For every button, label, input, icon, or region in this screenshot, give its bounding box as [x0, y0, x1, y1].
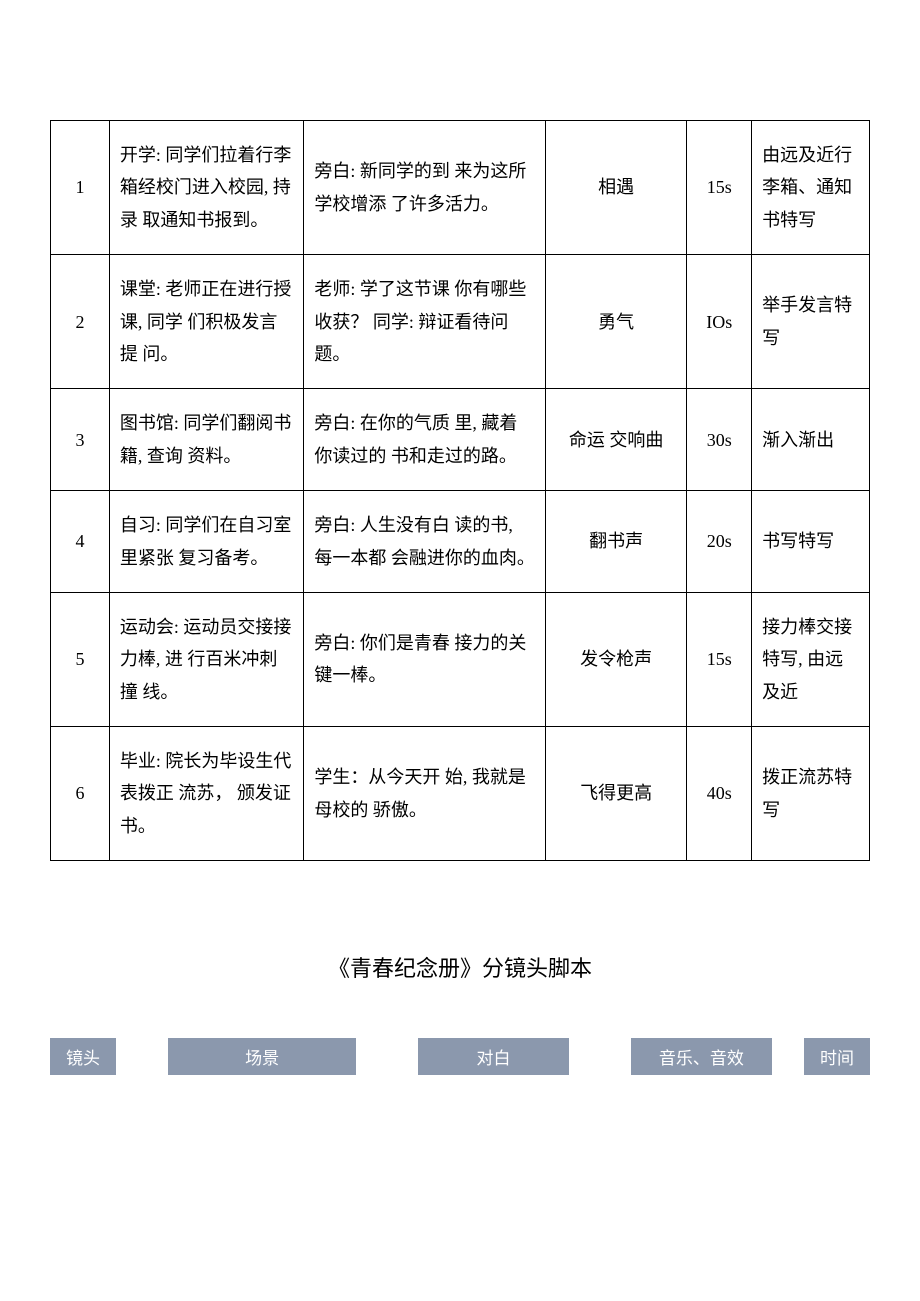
cell-scene: 课堂: 老师正在进行授课, 同学 们积极发言提 问。 — [109, 255, 303, 389]
table-row: 2 课堂: 老师正在进行授课, 同学 们积极发言提 问。 老师: 学了这节课 你… — [51, 255, 870, 389]
cell-num: 3 — [51, 389, 110, 491]
cell-time: 15s — [687, 121, 752, 255]
table-row: 6 毕业: 院长为毕设生代表拨正 流苏， 颁发证 书。 学生：从今天开 始, 我… — [51, 727, 870, 861]
cell-scene: 自习: 同学们在自习室里紧张 复习备考。 — [109, 491, 303, 593]
table-row: 1 开学: 同学们拉着行李箱经校门进入校园, 持录 取通知书报到。 旁白: 新同… — [51, 121, 870, 255]
header-cell-num: 镜头 — [50, 1038, 116, 1075]
cell-dialog: 旁白: 人生没有白 读的书, 每一本都 会融进你的血肉。 — [304, 491, 546, 593]
table-row: 5 运动会: 运动员交接接力棒, 进 行百米冲刺撞 线。 旁白: 你们是青春 接… — [51, 592, 870, 726]
table-row: 4 自习: 同学们在自习室里紧张 复习备考。 旁白: 人生没有白 读的书, 每一… — [51, 491, 870, 593]
cell-dialog: 旁白: 你们是青春 接力的关键一棒。 — [304, 592, 546, 726]
cell-scene: 图书馆: 同学们翻阅书籍, 查询 资料。 — [109, 389, 303, 491]
table-body: 1 开学: 同学们拉着行李箱经校门进入校园, 持录 取通知书报到。 旁白: 新同… — [51, 121, 870, 861]
cell-music: 命运 交响曲 — [545, 389, 686, 491]
cell-scene: 毕业: 院长为毕设生代表拨正 流苏， 颁发证 书。 — [109, 727, 303, 861]
storyboard-table: 1 开学: 同学们拉着行李箱经校门进入校园, 持录 取通知书报到。 旁白: 新同… — [50, 120, 870, 861]
cell-shot: 举手发言特写 — [752, 255, 870, 389]
cell-shot: 渐入渐出 — [752, 389, 870, 491]
cell-time: 15s — [687, 592, 752, 726]
cell-music: 飞得更高 — [545, 727, 686, 861]
cell-time: 20s — [687, 491, 752, 593]
cell-num: 1 — [51, 121, 110, 255]
header-row: 镜头 场景 对白 音乐、音效 时间 — [50, 1038, 870, 1075]
cell-scene: 运动会: 运动员交接接力棒, 进 行百米冲刺撞 线。 — [109, 592, 303, 726]
cell-dialog: 老师: 学了这节课 你有哪些收获？ 同学: 辩证看待问 题。 — [304, 255, 546, 389]
table-row: 3 图书馆: 同学们翻阅书籍, 查询 资料。 旁白: 在你的气质 里, 藏着你读… — [51, 389, 870, 491]
cell-time: 40s — [687, 727, 752, 861]
cell-music: 翻书声 — [545, 491, 686, 593]
header-cell-dialog: 对白 — [418, 1038, 569, 1075]
cell-num: 2 — [51, 255, 110, 389]
cell-num: 6 — [51, 727, 110, 861]
cell-shot: 拨正流苏特 写 — [752, 727, 870, 861]
cell-shot: 书写特写 — [752, 491, 870, 593]
section-title: 《青春纪念册》分镜头脚本 — [50, 951, 870, 983]
cell-dialog: 旁白: 新同学的到 来为这所学校增添 了许多活力。 — [304, 121, 546, 255]
cell-time: IOs — [687, 255, 752, 389]
cell-scene: 开学: 同学们拉着行李箱经校门进入校园, 持录 取通知书报到。 — [109, 121, 303, 255]
cell-music: 勇气 — [545, 255, 686, 389]
cell-shot: 接力棒交接特写, 由远及近 — [752, 592, 870, 726]
header-cell-music: 音乐、音效 — [631, 1038, 772, 1075]
cell-num: 4 — [51, 491, 110, 593]
cell-dialog: 旁白: 在你的气质 里, 藏着你读过的 书和走过的路。 — [304, 389, 546, 491]
cell-music: 相遇 — [545, 121, 686, 255]
cell-music: 发令枪声 — [545, 592, 686, 726]
cell-time: 30s — [687, 389, 752, 491]
header-cell-time: 时间 — [804, 1038, 870, 1075]
cell-num: 5 — [51, 592, 110, 726]
cell-shot: 由远及近行李箱、通知书特写 — [752, 121, 870, 255]
header-cell-scene: 场景 — [168, 1038, 356, 1075]
cell-dialog: 学生：从今天开 始, 我就是母校的 骄傲。 — [304, 727, 546, 861]
